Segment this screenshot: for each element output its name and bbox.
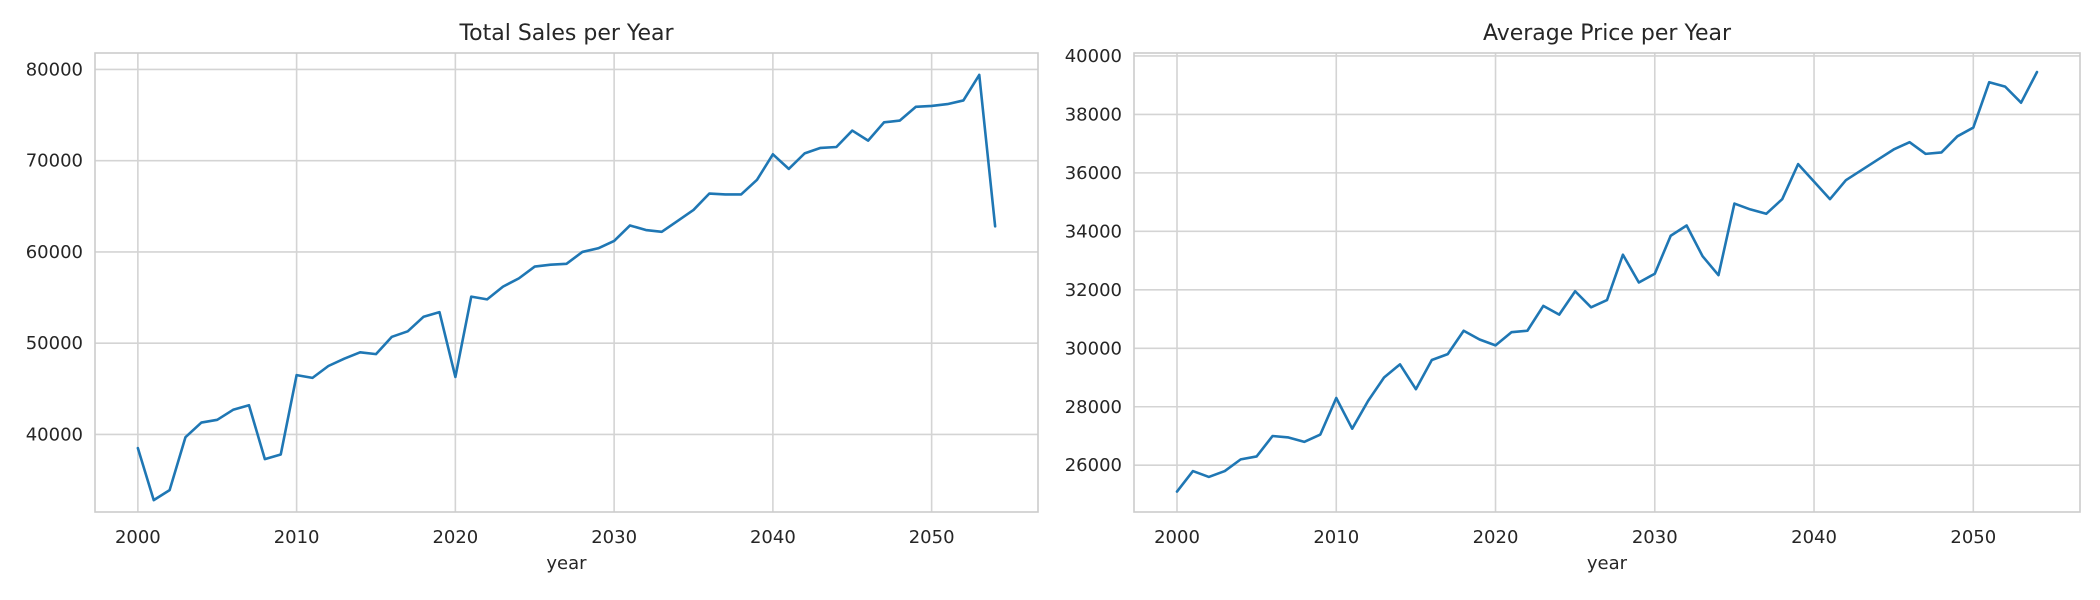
x-tick-label: 2020 [432,527,478,548]
x-tick-label: 2040 [1791,527,1837,548]
x-tick-label: 2050 [1950,527,1996,548]
y-tick-label: 40000 [26,424,83,445]
chart-total-sales: 2000 2010 2020 2030 2040 2050 40000 50000 60000 7… [26,21,1039,574]
x-tick-label: 2010 [274,527,320,548]
x-tick-label: 2030 [1632,527,1678,548]
x-tick-label: 2010 [1313,527,1359,548]
x-tick-label: 2000 [1154,527,1200,548]
x-tick-label: 2050 [909,527,955,548]
y-tick-label: 50000 [26,333,83,354]
chart-average-price: 2000 2010 2020 2030 2040 2050 26000 28000 30000 3… [1065,21,2081,574]
y-tick-label: 34000 [1065,221,1122,242]
x-tick-label: 2000 [115,527,161,548]
y-tick-label: 36000 [1065,163,1122,184]
y-tick-label: 28000 [1065,397,1122,418]
series-line [136,73,997,502]
x-axis-label: year [546,553,587,574]
plot-frame [94,52,1039,513]
y-tick-label: 40000 [1065,46,1122,67]
y-tick-label: 26000 [1065,455,1122,476]
chart-title: Average Price per Year [1483,21,1732,46]
x-tick-label: 2030 [591,527,637,548]
y-tick-label: 30000 [1065,338,1122,359]
y-tick-label: 70000 [26,151,83,172]
y-tick-label: 32000 [1065,280,1122,301]
y-tick-label: 38000 [1065,104,1122,125]
series-line [1175,70,2039,493]
x-axis-label: year [1587,553,1628,574]
chart-title: Total Sales per Year [458,21,674,46]
x-tick-label: 2040 [750,527,796,548]
y-tick-label: 80000 [26,59,83,80]
plot-frame [1133,52,2081,513]
y-tick-label: 60000 [26,242,83,263]
x-tick-label: 2020 [1473,527,1519,548]
